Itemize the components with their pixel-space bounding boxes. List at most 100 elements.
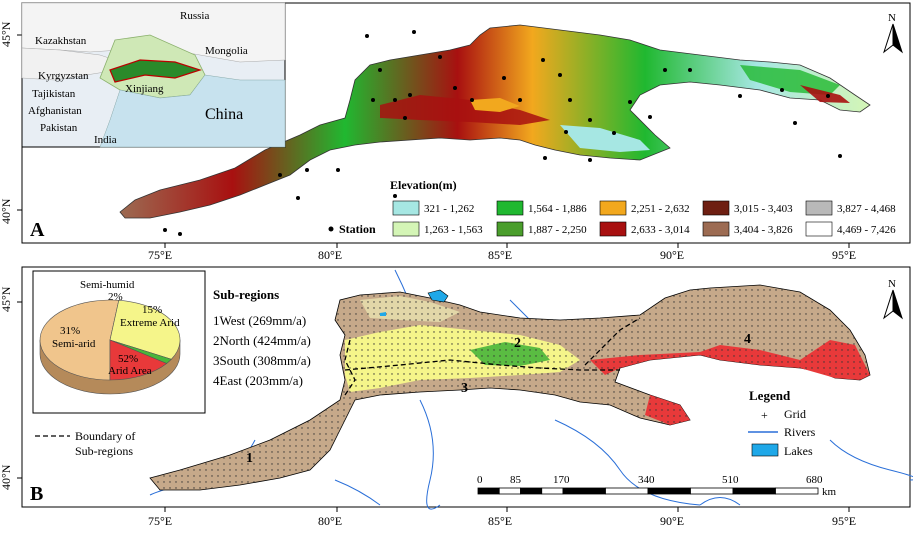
- panel-a: Russia Kazakhstan Mongolia Kyrgyzstan Xi…: [17, 2, 911, 248]
- north-label-b: N: [888, 278, 896, 290]
- scale-tick-0: 0: [477, 474, 483, 486]
- subregion-number-4: 4: [744, 332, 751, 347]
- inset-label-india: India: [94, 134, 117, 146]
- subregion-item-1: 1West (269mm/a): [213, 313, 306, 328]
- scale-segment: [732, 487, 776, 495]
- inset-map: Russia Kazakhstan Mongolia Kyrgyzstan Xi…: [21, 2, 286, 148]
- scale-tick-85: 85: [510, 474, 522, 486]
- elevation-range-label: 1,887 - 2,250: [528, 224, 587, 236]
- elevation-swatch: [702, 221, 730, 237]
- boundary-label-1: Boundary of: [75, 429, 135, 443]
- pie-inset: Semi-humid 2% 15% Extreme Arid 31% Semi-…: [32, 270, 206, 414]
- legend-rivers-label: Rivers: [784, 425, 816, 439]
- pie-label-semi-humid: Semi-humid: [80, 279, 135, 291]
- inset-label-china: China: [205, 106, 243, 123]
- lake-2: [380, 312, 386, 316]
- panel-a-lat-40: 40°N: [0, 198, 13, 224]
- panel-a-lon-90: 90°E: [660, 248, 684, 262]
- north-arrow-a: N: [883, 12, 903, 54]
- north-arrow-b: N: [883, 278, 903, 320]
- panel-b-lat-40: 40°N: [0, 464, 13, 490]
- scale-segment: [775, 487, 819, 495]
- elevation-range-label: 2,251 - 2,632: [631, 203, 690, 215]
- subregion-number-1: 1: [246, 451, 253, 466]
- elevation-range-label: 4,469 - 7,426: [837, 224, 896, 236]
- legend-grid-symbol: +: [761, 408, 768, 422]
- elevation-swatch: [805, 221, 833, 237]
- elevation-range-label: 2,633 - 3,014: [631, 224, 690, 236]
- elevation-range-label: 3,015 - 3,403: [734, 203, 793, 215]
- map-legend: Legend + Grid Rivers Lakes: [748, 388, 816, 458]
- scale-segment: [498, 487, 521, 495]
- terrain-lowland: [560, 125, 650, 152]
- scale-segment: [562, 487, 606, 495]
- legend-title: Legend: [749, 388, 791, 403]
- elevation-swatch: [702, 200, 730, 216]
- panel-b-lon-85: 85°E: [488, 514, 512, 528]
- panel-a-lon-95: 95°E: [832, 248, 856, 262]
- panel-b-lon-90: 90°E: [660, 514, 684, 528]
- panel-a-label: A: [30, 219, 45, 241]
- elevation-title: Elevation(m): [390, 178, 457, 192]
- terrain-east-ridge: [740, 65, 840, 95]
- subregion-number-2: 2: [514, 336, 521, 351]
- subregion-boundaries: [344, 317, 641, 396]
- pie-label-semiarid: Semi-arid: [52, 338, 96, 350]
- legend-grid-label: Grid: [784, 407, 806, 421]
- pie-chart: [39, 299, 181, 395]
- elevation-swatch: [599, 200, 627, 216]
- pie-slice: [109, 339, 168, 381]
- panel-a-lon-85: 85°E: [488, 248, 512, 262]
- subregion-item-2: 2North (424mm/a): [213, 333, 311, 348]
- elevation-range-label: 3,827 - 4,468: [837, 203, 896, 215]
- panel-b-lon-80: 80°E: [318, 514, 342, 528]
- inset-label-afghanistan: Afghanistan: [28, 105, 82, 117]
- station-symbol: [328, 226, 334, 232]
- subregions-title: Sub-regions: [213, 287, 279, 302]
- scale-segment: [520, 487, 543, 495]
- elevation-range-label: 1,263 - 1,563: [424, 224, 483, 236]
- north-label-a: N: [888, 12, 896, 24]
- pie-label-semi-humid-pct: 2%: [108, 291, 123, 303]
- panel-a-lat-45: 45°N: [0, 21, 13, 47]
- lake-1: [427, 289, 449, 303]
- pie-label-arid-pct: 52%: [118, 353, 138, 365]
- scale-tick-170: 170: [553, 474, 570, 486]
- pie-label-arid: Arid Area: [108, 365, 152, 377]
- subregion-number-3: 3: [461, 381, 468, 396]
- panel-b-label: B: [30, 483, 43, 505]
- elevation-legend: Elevation(m) 321 - 1,262 1,263 - 1,563 1,5…: [390, 178, 896, 237]
- inset-study-area: [109, 59, 202, 83]
- elevation-swatch: [599, 221, 627, 237]
- pie-label-extreme-pct: 15%: [142, 304, 162, 316]
- panel-b: 1 2 3 4 Semi-humid 2% 15% Extreme Arid 3…: [17, 266, 913, 512]
- pie-slice: [39, 299, 120, 381]
- scale-segment: [647, 487, 691, 495]
- scale-segment: [541, 487, 564, 495]
- elevation-range-label: 3,404 - 3,826: [734, 224, 793, 236]
- inset-label-kazakhstan: Kazakhstan: [35, 35, 87, 47]
- panel-a-ticks: [17, 34, 850, 248]
- panel-b-lat-45: 45°N: [0, 286, 13, 312]
- station-label: Station: [339, 222, 376, 236]
- subregions-list: Sub-regions 1West (269mm/a) 2North (424m…: [213, 287, 311, 388]
- panel-b-lon-95: 95°E: [832, 514, 856, 528]
- scale-segment: [477, 487, 500, 495]
- stations: [163, 30, 842, 236]
- elevation-range-label: 321 - 1,262: [424, 203, 474, 215]
- panel-a-lon-75: 75°E: [148, 248, 172, 262]
- terrain-high-ridge: [380, 95, 550, 125]
- boundary-label-2: Sub-regions: [75, 444, 133, 458]
- pie-slice: [109, 299, 181, 360]
- scale-unit: km: [822, 486, 837, 498]
- elevation-swatch: [496, 221, 524, 237]
- legend-lakes-label: Lakes: [784, 444, 813, 458]
- legend-lake-box: [751, 443, 779, 457]
- terrain-basin-yellow: [470, 98, 520, 112]
- pie-label-semiarid-pct: 31%: [60, 325, 80, 337]
- elevation-swatch: [496, 200, 524, 216]
- subregion-item-4: 4East (203mm/a): [213, 373, 303, 388]
- inset-label-tajikistan: Tajikistan: [32, 88, 76, 100]
